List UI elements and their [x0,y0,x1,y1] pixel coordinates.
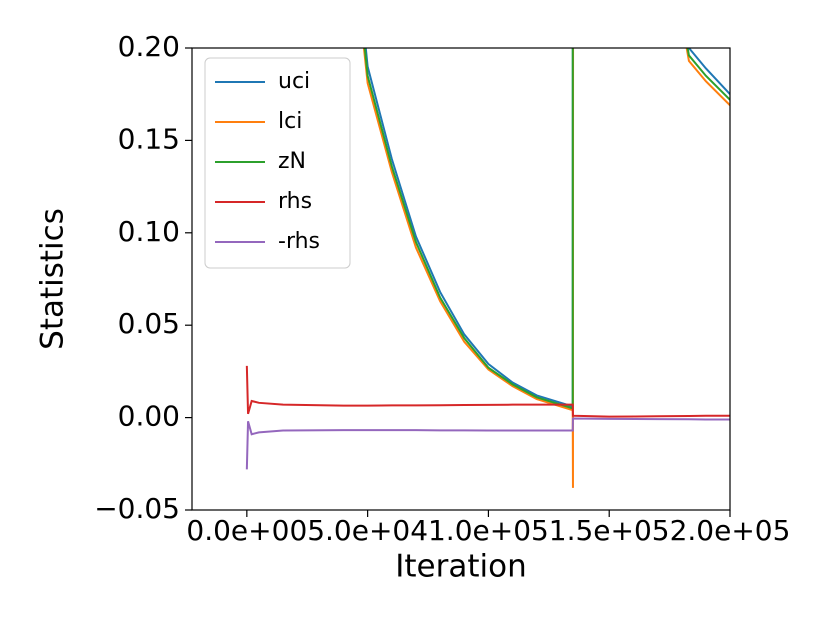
x-tick-label: 0.0e+00 [186,514,307,547]
x-tick-label: 1.5e+05 [549,514,670,547]
legend-label: uci [278,69,310,94]
x-axis-label: Iteration [395,549,527,585]
series-line [362,48,730,488]
legend-label: lci [278,109,302,134]
legend-label: zN [278,149,306,174]
x-tick-label: 1.0e+05 [428,514,549,547]
y-tick-label: 0.10 [118,215,180,248]
series-line [364,48,730,408]
x-tick-label: 5.0e+04 [307,514,428,547]
plot-frame [191,47,731,511]
y-tick-label: 0.05 [118,307,180,340]
x-tick-label: 2.0e+05 [670,514,791,547]
plot-lines [245,48,730,488]
legend-box [204,57,351,269]
y-tick-label: 0.00 [118,400,180,433]
legend-label: -rhs [278,229,320,254]
y-axis-label: Statistics [35,208,71,350]
legend-label: rhs [278,189,312,214]
y-tick-label: −0.05 [94,492,180,525]
series-line [363,48,730,410]
series-line [245,365,730,418]
y-tick-label: 0.15 [118,122,180,155]
y-tick-label: 0.20 [118,30,180,63]
series-line [245,417,730,470]
